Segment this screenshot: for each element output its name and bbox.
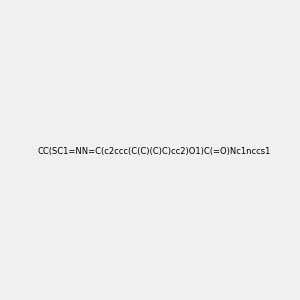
Text: CC(SC1=NN=C(c2ccc(C(C)(C)C)cc2)O1)C(=O)Nc1nccs1: CC(SC1=NN=C(c2ccc(C(C)(C)C)cc2)O1)C(=O)N… [37, 147, 270, 156]
